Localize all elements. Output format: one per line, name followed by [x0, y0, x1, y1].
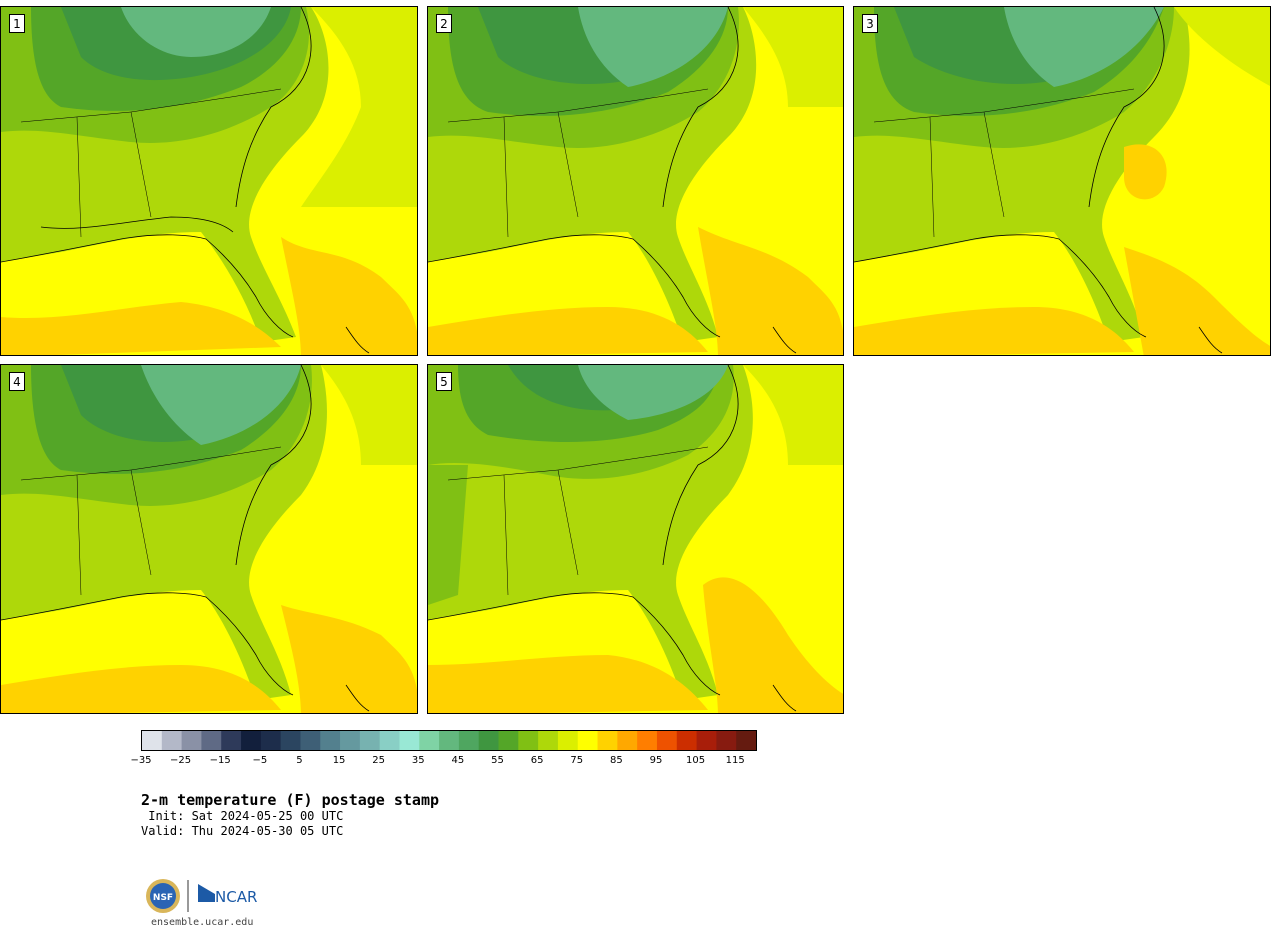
colorbar-swatch — [736, 731, 757, 750]
nsf-seal-icon: NSF — [146, 879, 180, 913]
colorbar-swatch — [280, 731, 301, 750]
colorbar-swatch — [419, 731, 440, 750]
temperature-map-1 — [1, 7, 417, 355]
colorbar-swatch — [478, 731, 499, 750]
temperature-map-4 — [1, 365, 417, 713]
ncar-logo-icon: NCAR — [198, 884, 257, 906]
colorbar-tick: 15 — [332, 755, 346, 766]
valid-time: Valid: Thu 2024-05-30 05 UTC — [141, 824, 344, 838]
colorbar-swatch — [142, 731, 163, 750]
colorbar-swatch — [518, 731, 539, 750]
colorbar-tick: −5 — [252, 755, 268, 766]
colorbar-tick: −15 — [209, 755, 231, 766]
colorbar-swatch — [320, 731, 341, 750]
colorbar-tick: 65 — [530, 755, 544, 766]
colorbar-tick: 115 — [725, 755, 745, 766]
panel-number-label: 5 — [436, 372, 452, 391]
colorbar-swatch — [577, 731, 598, 750]
panel-number-label: 2 — [436, 14, 452, 33]
colorbar-swatch — [716, 731, 737, 750]
colorbar-swatch — [439, 731, 460, 750]
colorbar-swatch — [538, 731, 559, 750]
colorbar-swatch — [260, 731, 282, 750]
panel-number-label: 1 — [9, 14, 25, 33]
colorbar-swatch — [656, 731, 678, 750]
temperature-map-3 — [854, 7, 1270, 355]
colorbar-tick: 75 — [570, 755, 584, 766]
colorbar-swatch — [458, 731, 480, 750]
svg-text:NCAR: NCAR — [215, 888, 257, 906]
colorbar-tick: 105 — [686, 755, 706, 766]
ensemble-member-panel-3: 3 — [853, 6, 1271, 356]
colorbar-tick: 85 — [609, 755, 623, 766]
colorbar-tick: 55 — [491, 755, 504, 766]
colorbar-swatch — [359, 731, 381, 750]
colorbar-tick-labels: −35 −25 −15 −5 5 15 25 35 45 55 65 75 85 95 105 115 — [130, 755, 780, 769]
ensemble-member-panel-4: 4 — [0, 364, 418, 714]
footer-url: ensemble.ucar.edu — [151, 917, 254, 928]
colorbar-swatch — [300, 731, 321, 750]
colorbar-swatch — [201, 731, 222, 750]
colorbar-tick: 35 — [411, 755, 425, 766]
temperature-colorbar — [141, 730, 757, 751]
colorbar-swatch — [597, 731, 618, 750]
colorbar-swatch — [340, 731, 361, 750]
ensemble-member-panel-1: 1 — [0, 6, 418, 356]
chart-title: 2-m temperature (F) postage stamp — [141, 791, 440, 809]
colorbar-swatch — [557, 731, 579, 750]
svg-text:NSF: NSF — [153, 893, 173, 903]
ensemble-member-panel-5: 5 — [427, 364, 844, 714]
colorbar-swatch — [379, 731, 400, 750]
colorbar-swatch — [637, 731, 658, 750]
colorbar-swatch — [498, 731, 519, 750]
nsf-ncar-logo: NSF NCAR — [145, 878, 275, 922]
colorbar-swatch — [399, 731, 420, 750]
colorbar-swatch — [181, 731, 202, 750]
colorbar-tick: 25 — [372, 755, 386, 766]
colorbar-swatch — [161, 731, 183, 750]
colorbar-tick: 95 — [649, 755, 663, 766]
colorbar-tick: 45 — [451, 755, 465, 766]
colorbar-swatch — [221, 731, 242, 750]
panel-number-label: 3 — [862, 14, 878, 33]
colorbar-swatch — [696, 731, 717, 750]
temperature-map-5 — [428, 365, 843, 713]
colorbar-tick: −35 — [130, 755, 152, 766]
ensemble-member-panel-2: 2 — [427, 6, 844, 356]
init-time: Init: Sat 2024-05-25 00 UTC — [141, 809, 344, 823]
colorbar-swatch — [241, 731, 262, 750]
panel-number-label: 4 — [9, 372, 25, 391]
colorbar-tick: 5 — [296, 755, 303, 766]
colorbar-tick: −25 — [170, 755, 192, 766]
temperature-map-2 — [428, 7, 843, 355]
colorbar-swatch — [617, 731, 638, 750]
colorbar-swatch — [676, 731, 697, 750]
